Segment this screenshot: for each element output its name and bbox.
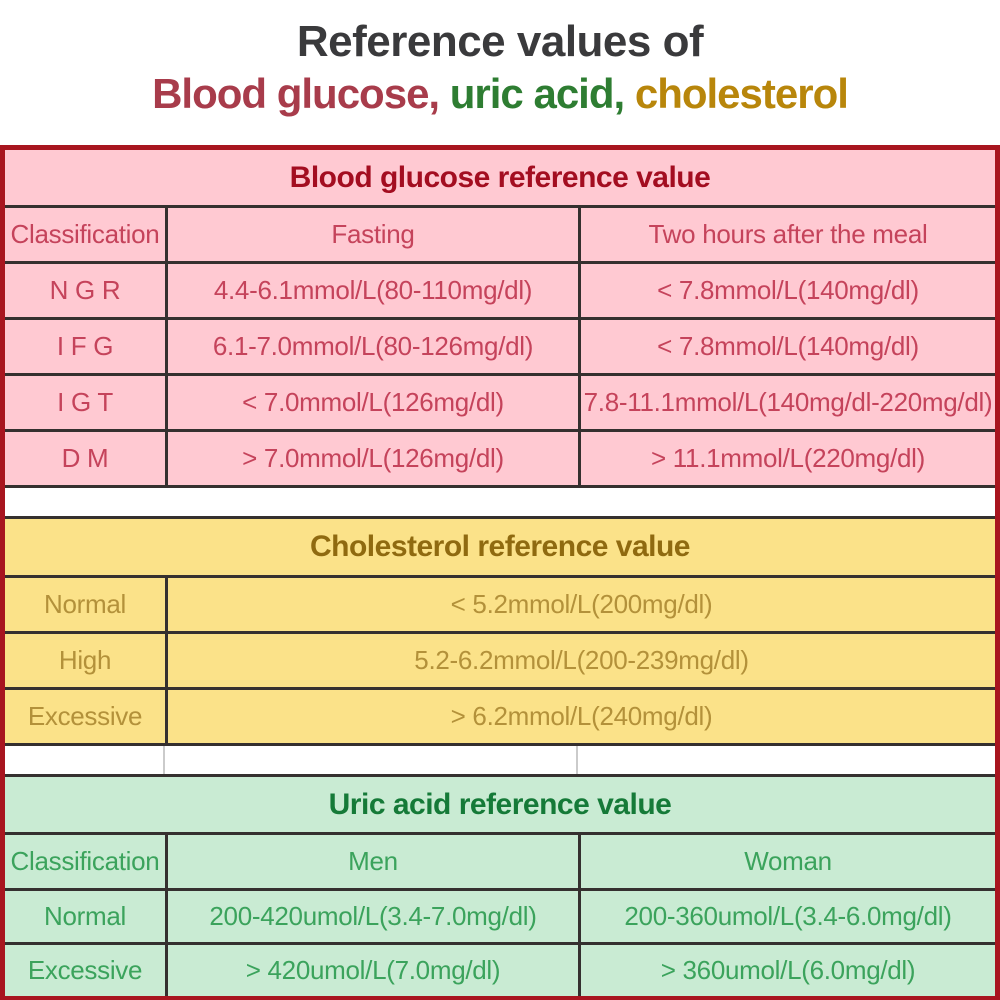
blood-glucose-table-title: Blood glucose reference value bbox=[289, 160, 711, 194]
reference-tables-frame: Blood glucose reference value Classifica… bbox=[0, 145, 1000, 1000]
table-row-normal: Normal < 5.2mmol/L(200mg/dl) bbox=[5, 575, 995, 631]
fasting-value: > 7.0mmol/L(126mg/dl) bbox=[165, 432, 578, 485]
cholesterol-table-title: Cholesterol reference value bbox=[309, 530, 691, 563]
table-row-excessive: Excessive > 6.2mmol/L(240mg/dl) bbox=[5, 687, 995, 743]
men-value: > 420umol/L(7.0mg/dl) bbox=[165, 945, 578, 996]
table-row-ngr: N G R 4.4-6.1mmol/L(80-110mg/dl) < 7.8mm… bbox=[5, 261, 995, 317]
title-segment-blood-glucose: Blood glucose, bbox=[152, 70, 440, 117]
fasting-value: 4.4-6.1mmol/L(80-110mg/dl) bbox=[165, 264, 578, 317]
blood-glucose-header-row: Classification Fasting Two hours after t… bbox=[5, 205, 995, 261]
row-label: Excessive bbox=[27, 701, 143, 731]
after-meal-value: > 11.1mmol/L(220mg/dl) bbox=[578, 432, 995, 485]
table-row-high: High 5.2-6.2mmol/L(200-239mg/dl) bbox=[5, 631, 995, 687]
column-header-classification: Classification bbox=[10, 219, 160, 249]
ghost-divider bbox=[163, 746, 165, 774]
table-row-dm: D M > 7.0mmol/L(126mg/dl) > 11.1mmol/L(2… bbox=[5, 429, 995, 485]
cholesterol-value: > 6.2mmol/L(240mg/dl) bbox=[165, 690, 995, 743]
table-gap bbox=[5, 488, 995, 516]
blood-glucose-table: Blood glucose reference value Classifica… bbox=[5, 150, 995, 488]
fasting-value: < 7.0mmol/L(126mg/dl) bbox=[165, 376, 578, 429]
cholesterol-value: < 5.2mmol/L(200mg/dl) bbox=[165, 578, 995, 631]
after-meal-value: 7.8-11.1mmol/L(140mg/dl-220mg/dl) bbox=[578, 376, 995, 429]
table-row-excessive: Excessive > 420umol/L(7.0mg/dl) > 360umo… bbox=[5, 942, 995, 996]
row-label: I F G bbox=[56, 331, 114, 361]
row-label: Excessive bbox=[27, 955, 143, 985]
row-label: Normal bbox=[44, 589, 126, 619]
column-header-fasting: Fasting bbox=[165, 208, 578, 261]
uric-acid-header-row: Classification Men Woman bbox=[5, 832, 995, 888]
table-row-igt: I G T < 7.0mmol/L(126mg/dl) 7.8-11.1mmol… bbox=[5, 373, 995, 429]
row-label: Normal bbox=[44, 901, 126, 931]
page-header: Reference values of Blood glucose, uric … bbox=[0, 0, 1000, 145]
title-segment-uric-acid: uric acid, bbox=[439, 70, 625, 117]
men-value: 200-420umol/L(3.4-7.0mg/dl) bbox=[165, 891, 578, 942]
after-meal-value: < 7.8mmol/L(140mg/dl) bbox=[578, 264, 995, 317]
table-row-ifg: I F G 6.1-7.0mmol/L(80-126mg/dl) < 7.8mm… bbox=[5, 317, 995, 373]
fasting-value: 6.1-7.0mmol/L(80-126mg/dl) bbox=[165, 320, 578, 373]
uric-acid-table: Uric acid reference value Classification… bbox=[5, 774, 995, 996]
ghost-divider bbox=[576, 746, 578, 774]
row-label: N G R bbox=[49, 275, 121, 305]
page-title-line2: Blood glucose, uric acid, cholesterol bbox=[0, 68, 1000, 120]
row-label: I G T bbox=[57, 387, 113, 417]
cholesterol-table: Cholesterol reference value Normal < 5.2… bbox=[5, 516, 995, 746]
column-header-two-hours-after-meal: Two hours after the meal bbox=[578, 208, 995, 261]
uric-acid-table-title: Uric acid reference value bbox=[328, 787, 672, 821]
table-gap bbox=[5, 746, 995, 774]
page-title-line1: Reference values of bbox=[296, 17, 704, 66]
row-label: High bbox=[58, 645, 112, 675]
title-segment-cholesterol: cholesterol bbox=[624, 70, 849, 117]
woman-value: > 360umol/L(6.0mg/dl) bbox=[578, 945, 995, 996]
table-row-normal: Normal 200-420umol/L(3.4-7.0mg/dl) 200-3… bbox=[5, 888, 995, 942]
cholesterol-value: 5.2-6.2mmol/L(200-239mg/dl) bbox=[165, 634, 995, 687]
after-meal-value: < 7.8mmol/L(140mg/dl) bbox=[578, 320, 995, 373]
column-header-woman: Woman bbox=[578, 835, 995, 888]
woman-value: 200-360umol/L(3.4-6.0mg/dl) bbox=[578, 891, 995, 942]
column-header-classification: Classification bbox=[10, 846, 160, 876]
row-label: D M bbox=[61, 443, 109, 473]
column-header-men: Men bbox=[165, 835, 578, 888]
